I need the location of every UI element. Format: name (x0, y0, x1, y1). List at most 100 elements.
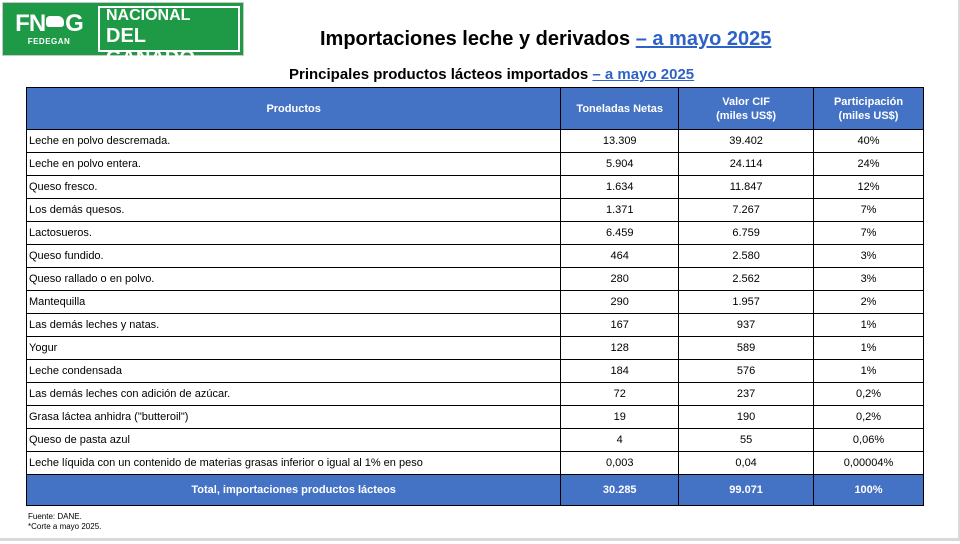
table-row: Leche condensada 184 576 1% (25, 359, 924, 383)
cell-share: 3% (813, 244, 924, 268)
cell-value: 55 (678, 428, 815, 452)
table-row: Los demás quesos. 1.371 7.267 7% (25, 198, 924, 222)
cell-product: Las demás leches y natas. (25, 313, 562, 337)
cell-product: Leche líquida con un contenido de materi… (25, 451, 562, 475)
cell-product: Las demás leches con adición de azúcar. (25, 382, 562, 406)
cell-tons: 13.309 (560, 129, 680, 153)
table-row: Queso rallado o en polvo. 280 2.562 3% (25, 267, 924, 291)
logo-mark-letter-end: G (65, 10, 84, 37)
cell-product: Leche en polvo descremada. (25, 129, 562, 153)
cell-tons: 0,003 (560, 451, 680, 475)
table-total-row: Total, importaciones productos lácteos 30… (25, 474, 924, 506)
cell-product: Yogur (25, 336, 562, 360)
table-row: Mantequilla 290 1.957 2% (25, 290, 924, 314)
cell-value: 6.759 (678, 221, 815, 245)
col-header-value-line2: (miles US$) (716, 109, 777, 122)
total-tons: 30.285 (560, 474, 680, 506)
table-title: Principales productos lácteos importados… (289, 66, 694, 83)
page-title: Importaciones leche y derivados – a mayo… (320, 28, 771, 51)
cell-value: 2.580 (678, 244, 815, 268)
footnote-source: Fuente: DANE. (28, 512, 82, 521)
table-row: Yogur 128 589 1% (25, 336, 924, 360)
footnotes: Fuente: DANE. *Corte a mayo 2025. (28, 512, 101, 532)
fng-logo: FN G FEDEGAN FONDO NACIONAL DEL GANADO (2, 0, 244, 69)
cell-share: 1% (813, 336, 924, 360)
cell-product: Mantequilla (25, 290, 562, 314)
table-row: Lactosueros. 6.459 6.759 7% (25, 221, 924, 245)
table-row: Leche en polvo descremada. 13.309 39.402 40… (25, 129, 924, 153)
table-row: Queso fundido. 464 2.580 3% (25, 244, 924, 268)
cell-tons: 128 (560, 336, 680, 360)
footnote-cutoff: *Corte a mayo 2025. (28, 522, 102, 531)
cell-value: 0,04 (678, 451, 815, 475)
table-row: Grasa láctea anhidra ("butteroil") 19 190 0… (25, 405, 924, 429)
table-row: Queso fresco. 1.634 11.847 12% (25, 175, 924, 199)
cell-tons: 280 (560, 267, 680, 291)
cell-share: 24% (813, 152, 924, 176)
cell-share: 12% (813, 175, 924, 199)
cell-value: 24.114 (678, 152, 815, 176)
cell-share: 7% (813, 221, 924, 245)
logo-mark: FN G FEDEGAN (3, 3, 95, 55)
cell-product: Queso fundido. (25, 244, 562, 268)
cell-share: 0,2% (813, 405, 924, 429)
cell-product: Leche en polvo entera. (25, 152, 562, 176)
logo-line2: DEL GANADO (106, 25, 195, 69)
col-header-value: Valor CIF (miles US$) (678, 87, 815, 130)
col-header-share-line2: (miles US$) (838, 109, 899, 122)
table-header-row: Productos Toneladas Netas Valor CIF (mile… (25, 87, 924, 130)
cell-product: Lactosueros. (25, 221, 562, 245)
cell-product: Grasa láctea anhidra ("butteroil") (25, 405, 562, 429)
table-title-main: Principales productos lácteos importados (289, 66, 593, 83)
cell-product: Queso de pasta azul (25, 428, 562, 452)
col-header-tons: Toneladas Netas (560, 87, 680, 130)
cell-tons: 290 (560, 290, 680, 314)
cell-tons: 72 (560, 382, 680, 406)
cell-share: 0,06% (813, 428, 924, 452)
page-title-date-link[interactable]: – a mayo 2025 (635, 28, 772, 50)
logo-wordmark: FONDO NACIONAL DEL GANADO (98, 0, 240, 69)
table-row: Queso de pasta azul 4 55 0,06% (25, 428, 924, 452)
table-row: Las demás leches con adición de azúcar. 7… (25, 382, 924, 406)
cell-share: 40% (813, 129, 924, 153)
cell-value: 237 (678, 382, 815, 406)
cell-product: Los demás quesos. (25, 198, 562, 222)
cell-share: 7% (813, 198, 924, 222)
logo-line1: FONDO NACIONAL (106, 0, 191, 24)
table-row: Las demás leches y natas. 167 937 1% (25, 313, 924, 337)
total-share: 100% (813, 474, 924, 506)
cell-value: 190 (678, 405, 815, 429)
cell-share: 2% (813, 290, 924, 314)
cell-tons: 19 (560, 405, 680, 429)
col-header-share-line1: Participación (833, 95, 904, 108)
cell-tons: 6.459 (560, 221, 680, 245)
cow-icon (46, 15, 65, 27)
col-header-share: Participación (miles US$) (813, 87, 924, 130)
cell-tons: 1.634 (560, 175, 680, 199)
table-title-date-link[interactable]: – a mayo 2025 (592, 66, 695, 83)
cell-tons: 464 (560, 244, 680, 268)
cell-value: 39.402 (678, 129, 815, 153)
cell-share: 1% (813, 359, 924, 383)
page-title-main: Importaciones leche y derivados (320, 28, 636, 50)
cell-tons: 184 (560, 359, 680, 383)
cell-value: 937 (678, 313, 815, 337)
total-value: 99.071 (678, 474, 815, 506)
cell-share: 1% (813, 313, 924, 337)
col-header-value-line1: Valor CIF (722, 95, 770, 108)
cell-tons: 1.371 (560, 198, 680, 222)
cell-value: 7.267 (678, 198, 815, 222)
imports-table: Productos Toneladas Netas Valor CIF (mile… (25, 87, 924, 506)
cell-tons: 4 (560, 428, 680, 452)
cell-share: 0,2% (813, 382, 924, 406)
cell-product: Leche condensada (25, 359, 562, 383)
total-label: Total, importaciones productos lácteos (25, 474, 562, 506)
col-header-product: Productos (25, 87, 562, 130)
cell-value: 11.847 (678, 175, 815, 199)
cell-share: 0,00004% (813, 451, 924, 475)
logo-fedegan-text: FEDEGAN (27, 37, 71, 46)
table-row: Leche líquida con un contenido de materi… (25, 451, 924, 475)
cell-product: Queso fresco. (25, 175, 562, 199)
cell-product: Queso rallado o en polvo. (25, 267, 562, 291)
